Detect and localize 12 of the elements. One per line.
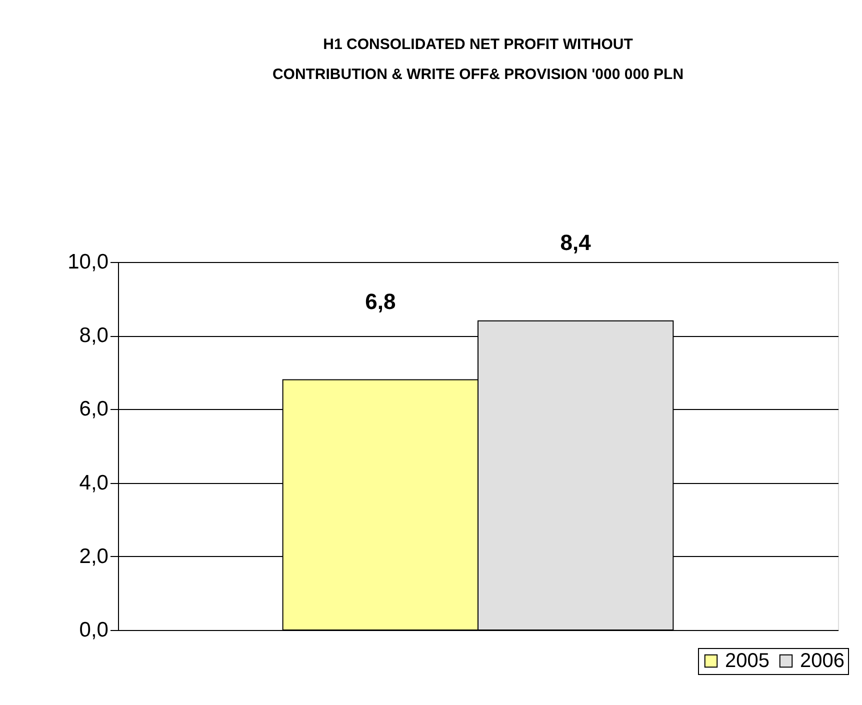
- data-label: 6,8: [365, 288, 396, 314]
- legend-label: 2005: [725, 650, 770, 672]
- text: H1 CONSOLIDATED NET PROFIT WITHOUT: [323, 36, 633, 53]
- y-tick-label: 10,0: [68, 250, 108, 274]
- y-tick-label: 6,0: [79, 398, 108, 421]
- legend-label: 2006: [800, 650, 844, 672]
- y-tick-label: 8,0: [79, 324, 108, 348]
- text: CONTRIBUTION & WRITE OFF& PROVISION '000 000 PLN: [272, 66, 684, 83]
- y-tick-label: 2,0: [79, 544, 108, 568]
- y-tick-label: 4,0: [79, 471, 108, 494]
- data-label: 8,4: [560, 230, 592, 255]
- y-tick-label: 0,0: [79, 618, 108, 642]
